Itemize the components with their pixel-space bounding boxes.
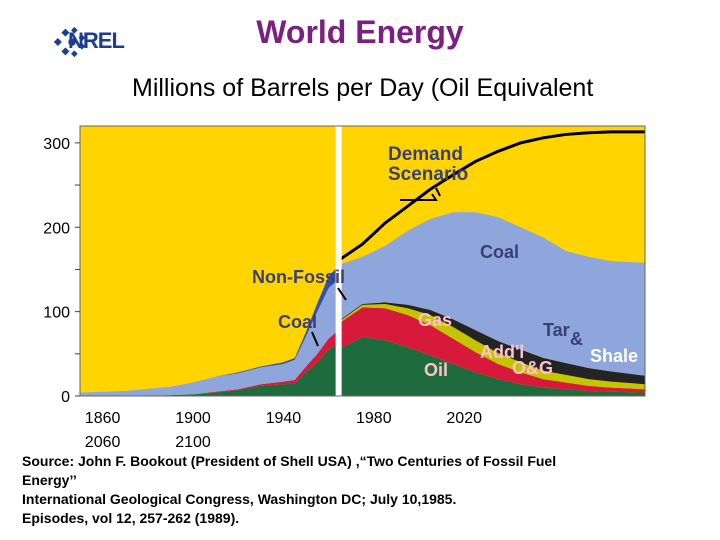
label-og: O&G [512,358,553,378]
y-tick-label: 300 [43,136,70,153]
page-title: World Energy [256,14,464,50]
arrow-coal-hist [311,331,319,347]
source-note: Source: John F. Bookout (President of Sh… [22,452,682,528]
arrow-demand-head [400,193,438,201]
source-line-1: Source: John F. Bookout (President of Sh… [22,453,557,469]
x-tick-label: 1900 [175,410,211,427]
area-scenario-oil [337,336,645,396]
arrow-demand [435,187,441,197]
x-tick-label: 1860 [85,410,121,427]
label-tar: Tar [543,320,570,340]
area-hist-coal [80,280,338,396]
label-demand-scenario: Demand Scenario [388,144,468,185]
area-scenario-coal [337,212,645,376]
label-coal-hist: Coal [278,312,317,332]
y-tick-label: 0 [61,389,70,406]
source-line-4: Episodes, vol 12, 257-262 (1989). [22,510,240,526]
label-non-fossil: Non-Fossil [252,267,345,287]
y-tick-label: 100 [43,305,70,322]
label-oil: Oil [424,360,448,380]
plot-frame [79,125,646,397]
nrel-logo-mark [53,26,86,58]
label-shale: Shale [590,346,638,366]
area-scenario-gas [337,307,645,393]
x-tick-label: 2020 [446,410,482,427]
area-scenario-gap [337,131,645,266]
x-tick-label: 1980 [356,410,392,427]
y-tick-label: 200 [43,220,70,237]
source-line-3: International Geological Congress, Washi… [22,491,457,507]
demand-scenario-line [336,130,645,263]
x-tick-label-secondary: 2060 [85,434,121,451]
x-tick-label-secondary: 2100 [175,434,211,451]
source-line-2: Energy’’ [22,472,77,488]
area-scenario-tar-shale [337,302,645,385]
label-addl: Add'l [480,342,524,362]
area-hist-oil [80,343,338,396]
arrow-non-fossil [337,287,347,301]
x-tick-label: 1940 [266,410,302,427]
label-ampersand: & [570,329,583,349]
chart-subtitle: Millions of Barrels per Day (Oil Equival… [132,74,594,102]
label-gas: Gas [418,310,452,330]
label-coal-scenario: Coal [480,242,519,262]
logo-text: NREL [68,28,125,53]
break-gap [335,126,342,396]
